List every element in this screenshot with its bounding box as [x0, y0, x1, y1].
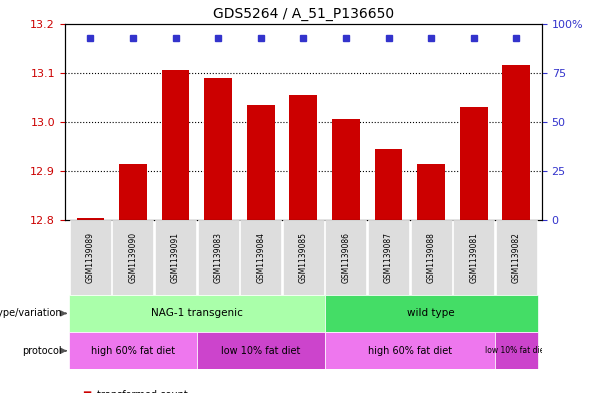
Text: GSM1139088: GSM1139088 [426, 232, 436, 283]
Text: GSM1139082: GSM1139082 [512, 232, 521, 283]
Bar [332, 119, 360, 220]
Bar [417, 163, 445, 220]
Title: GDS5264 / A_51_P136650: GDS5264 / A_51_P136650 [213, 7, 394, 21]
FancyBboxPatch shape [454, 220, 494, 295]
FancyBboxPatch shape [496, 220, 537, 295]
Text: GSM1139085: GSM1139085 [299, 232, 308, 283]
FancyBboxPatch shape [326, 220, 366, 295]
Text: transformed count: transformed count [97, 390, 188, 393]
FancyBboxPatch shape [112, 220, 153, 295]
Text: high 60% fat diet: high 60% fat diet [91, 346, 175, 356]
FancyBboxPatch shape [495, 332, 538, 369]
FancyBboxPatch shape [411, 220, 452, 295]
Text: low 10% fat diet: low 10% fat diet [485, 346, 548, 355]
Text: GSM1139084: GSM1139084 [256, 232, 265, 283]
FancyBboxPatch shape [69, 295, 325, 332]
Text: GSM1139091: GSM1139091 [171, 232, 180, 283]
FancyBboxPatch shape [155, 220, 196, 295]
Bar [247, 105, 274, 220]
FancyBboxPatch shape [69, 332, 197, 369]
FancyBboxPatch shape [325, 332, 495, 369]
Text: GSM1139083: GSM1139083 [214, 232, 223, 283]
Text: GSM1139090: GSM1139090 [128, 232, 137, 283]
Bar [289, 95, 317, 220]
Text: GSM1139089: GSM1139089 [86, 232, 95, 283]
FancyBboxPatch shape [197, 332, 325, 369]
Text: GSM1139087: GSM1139087 [384, 232, 393, 283]
Text: GSM1139086: GSM1139086 [342, 232, 350, 283]
Text: genotype/variation: genotype/variation [0, 309, 62, 318]
Bar [204, 77, 232, 220]
FancyBboxPatch shape [325, 295, 538, 332]
Text: GSM1139081: GSM1139081 [469, 232, 478, 283]
Bar [119, 163, 147, 220]
Text: NAG-1 transgenic: NAG-1 transgenic [151, 309, 243, 318]
Bar [502, 65, 530, 220]
Text: low 10% fat diet: low 10% fat diet [221, 346, 300, 356]
FancyBboxPatch shape [70, 220, 111, 295]
FancyBboxPatch shape [198, 220, 239, 295]
Text: high 60% fat diet: high 60% fat diet [368, 346, 452, 356]
Text: protocol: protocol [22, 346, 62, 356]
FancyBboxPatch shape [368, 220, 409, 295]
Bar [77, 218, 104, 220]
Text: ■: ■ [82, 390, 92, 393]
Bar [460, 107, 488, 220]
Bar [375, 149, 402, 220]
Text: wild type: wild type [408, 309, 455, 318]
FancyBboxPatch shape [240, 220, 281, 295]
FancyBboxPatch shape [283, 220, 324, 295]
Bar [162, 70, 190, 220]
